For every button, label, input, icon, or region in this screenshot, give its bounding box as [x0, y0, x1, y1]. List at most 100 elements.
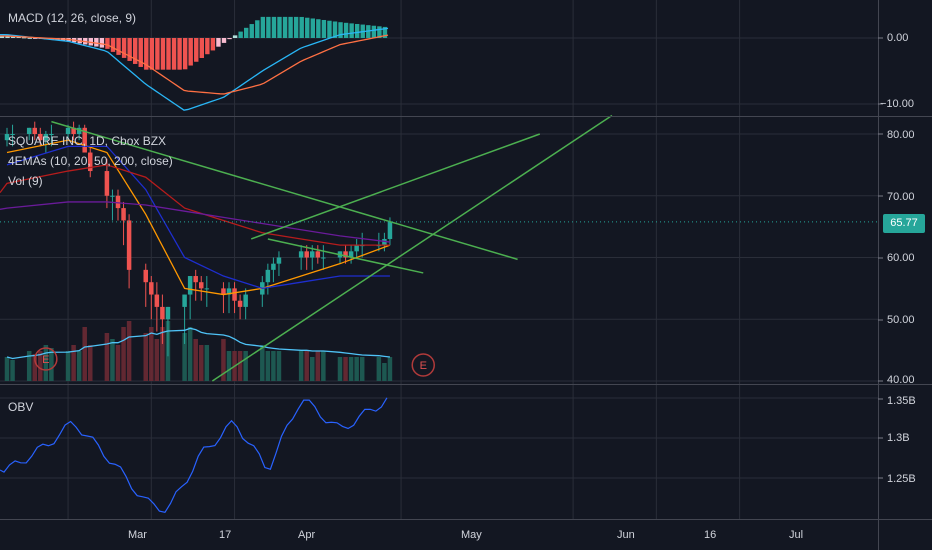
- volume-bar: [110, 339, 115, 381]
- macd-histogram-bar: [338, 22, 343, 38]
- macd-histogram-bar: [144, 38, 149, 70]
- volume-bar: [71, 345, 76, 381]
- macd-histogram-bar: [127, 38, 132, 61]
- volume-bar: [154, 339, 160, 381]
- candle-body: [315, 251, 321, 258]
- candle-body: [82, 127, 87, 153]
- macd-histogram-bar: [199, 38, 204, 58]
- volume-bar: [204, 345, 210, 381]
- volume-bar: [49, 348, 54, 381]
- macd-histogram-bar: [10, 36, 16, 38]
- earnings-marker-label: E: [42, 354, 49, 366]
- macd-histogram-bar: [238, 31, 243, 38]
- macd-tick-label: −10.00: [880, 98, 914, 110]
- macd-histogram-bar: [116, 38, 121, 55]
- volume-bar: [149, 327, 154, 381]
- candle-body: [65, 127, 71, 134]
- macd-histogram-bar: [293, 16, 299, 38]
- obv-tick-label: 1.25B: [887, 473, 916, 485]
- candle-body: [160, 306, 165, 320]
- obv-tick-label: 1.3B: [887, 432, 910, 444]
- volume-bar: [160, 327, 165, 381]
- volume-bar: [243, 351, 248, 381]
- volume-bar: [337, 357, 343, 381]
- candle-body: [43, 134, 49, 141]
- volume-bar: [348, 357, 354, 381]
- macd-histogram-bar: [255, 20, 260, 38]
- macd-histogram-bar: [377, 26, 382, 38]
- volume-bar: [221, 339, 226, 381]
- volume-bar: [310, 357, 315, 381]
- volume-bar: [376, 357, 382, 381]
- macd-histogram-bar: [216, 38, 221, 47]
- symbol-title[interactable]: SQUARE INC, 1D, Cbox BZX: [8, 134, 167, 148]
- macd-histogram-bar: [249, 24, 254, 38]
- macd-histogram-bar: [149, 38, 155, 70]
- volume-legend[interactable]: Vol (9): [8, 174, 43, 188]
- ema-line: [0, 164, 390, 246]
- volume-bar: [315, 351, 321, 381]
- candle-body: [193, 276, 198, 283]
- macd-legend[interactable]: MACD (12, 26, close, 9): [8, 11, 137, 25]
- trend-line: [211, 114, 613, 382]
- obv-pane: [0, 397, 388, 514]
- macd-histogram-bar: [94, 38, 99, 47]
- macd-histogram-bar: [105, 38, 110, 49]
- candle-body: [310, 251, 315, 258]
- volume-ma-line: [6, 327, 391, 360]
- volume-bar: [126, 321, 132, 381]
- candle-body: [104, 171, 110, 196]
- candle-body: [276, 257, 282, 264]
- volume-bar: [260, 345, 265, 381]
- macd-histogram-bar: [160, 38, 166, 70]
- ema-legend[interactable]: 4EMAs (10, 20, 50, 200, close): [8, 154, 173, 168]
- macd-histogram-bar: [33, 38, 38, 39]
- price-tick-label: 50.00: [887, 314, 915, 326]
- macd-histogram-bar: [343, 22, 349, 38]
- volume-bar: [298, 351, 304, 381]
- candle-body: [343, 251, 348, 258]
- candle-body: [143, 269, 148, 283]
- candle-body: [221, 288, 226, 295]
- macd-histogram-bar: [266, 16, 271, 38]
- macd-histogram-bar: [138, 38, 143, 67]
- candle-body: [321, 257, 326, 259]
- candle-body: [126, 220, 132, 270]
- earnings-marker-label: E: [420, 360, 427, 372]
- volume-bar: [199, 345, 204, 381]
- macd-histogram-bar: [155, 38, 160, 70]
- volume-bar: [343, 357, 348, 381]
- candle-body: [237, 300, 243, 307]
- volume-bar: [65, 351, 71, 381]
- candle-body: [115, 195, 121, 209]
- obv-legend[interactable]: OBV: [8, 400, 34, 414]
- macd-histogram-bar: [355, 23, 360, 38]
- candle-body: [26, 127, 32, 134]
- price-tick-label: 60.00: [887, 252, 915, 264]
- volume-bar: [26, 351, 32, 381]
- candle-body: [32, 127, 37, 134]
- candle-body: [382, 238, 387, 246]
- candle-body: [76, 127, 82, 134]
- candle-body: [232, 288, 237, 301]
- macd-histogram-bar: [205, 38, 210, 55]
- macd-histogram-bar: [210, 38, 216, 51]
- macd-histogram-bar: [310, 18, 315, 38]
- candle-body: [4, 134, 10, 141]
- macd-histogram-bar: [244, 27, 249, 38]
- obv-tick-label: 1.35B: [887, 395, 916, 407]
- trend-line: [267, 238, 424, 274]
- obv-line: [0, 397, 388, 514]
- macd-histogram-bar: [16, 36, 21, 38]
- volume-bar: [4, 357, 10, 381]
- time-tick-label: Jun: [617, 529, 635, 541]
- candle-body: [110, 195, 115, 197]
- volume-bar: [82, 327, 87, 381]
- candle-body: [298, 251, 304, 258]
- volume-bar: [10, 360, 15, 381]
- macd-histogram-bar: [321, 19, 327, 38]
- macd-histogram-bar: [121, 38, 127, 58]
- ema-line: [6, 145, 390, 290]
